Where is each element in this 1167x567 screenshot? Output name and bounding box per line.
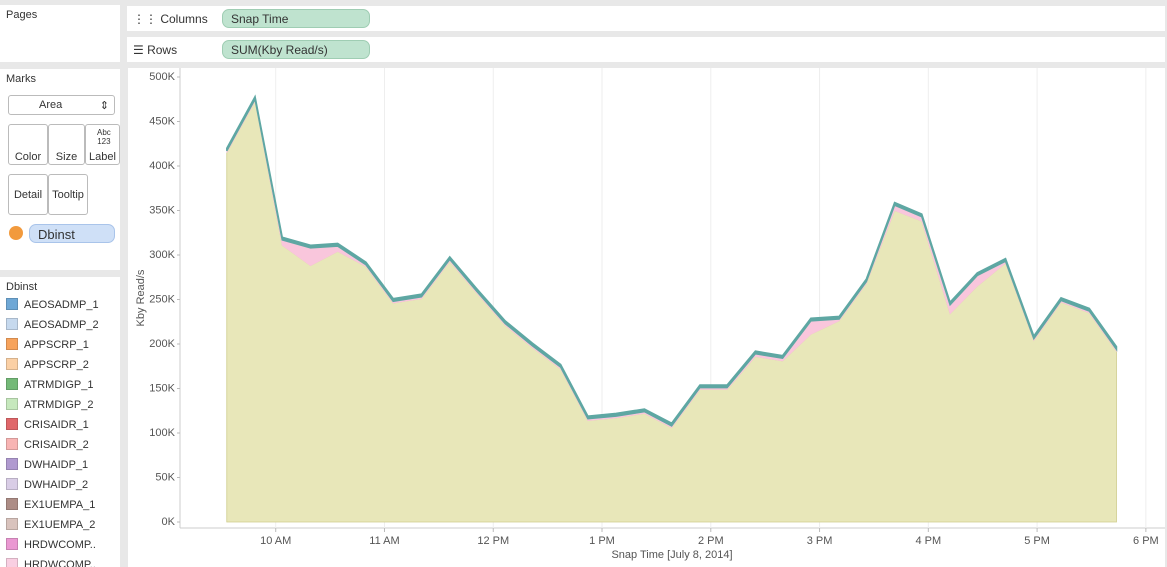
y-tick-label: 200K	[149, 338, 175, 350]
legend-label: APPSCRP_2	[24, 359, 89, 371]
x-tick-label: 3 PM	[807, 535, 833, 547]
label-icon-123: 123	[97, 137, 111, 146]
rows-pill[interactable]: SUM(Kby Read/s)	[222, 40, 370, 59]
mark-type: Area	[39, 99, 63, 111]
color-icon	[9, 226, 23, 240]
legend-swatch	[6, 358, 18, 370]
x-tick-label: 10 AM	[260, 535, 291, 547]
y-tick-label: 500K	[149, 71, 175, 83]
legend-label: CRISAIDR_2	[24, 439, 89, 451]
legend-swatch	[6, 298, 18, 310]
legend-swatch	[6, 418, 18, 430]
legend-swatch	[6, 438, 18, 450]
legend-label: DWHAIDP_1	[24, 459, 89, 471]
chart: Kby Read/s Snap Time [July 8, 2014] 0K 50…	[128, 68, 1165, 567]
legend-item[interactable]: DWHAIDP_2	[6, 477, 88, 493]
y-tick-label: 300K	[149, 249, 175, 261]
color-button[interactable]: Color	[8, 124, 48, 165]
y-tick-label: 450K	[149, 115, 175, 127]
label-button[interactable]: Label	[85, 124, 120, 165]
legend-label: EX1UEMPA_2	[24, 519, 96, 531]
legend-label: ATRMDIGP_1	[24, 379, 94, 391]
columns-text: Columns	[160, 12, 208, 26]
x-axis-title: Snap Time [July 8, 2014]	[611, 549, 732, 561]
legend-item[interactable]: HRDWCOMP..	[6, 557, 96, 567]
y-axis-title: Kby Read/s	[135, 269, 147, 326]
y-tick-label: 100K	[149, 427, 175, 439]
legend-swatch	[6, 318, 18, 330]
x-tick-label: 2 PM	[698, 535, 724, 547]
label-icon: Abc 123	[97, 128, 111, 146]
columns-pill[interactable]: Snap Time	[222, 9, 370, 28]
y-tick-label: 250K	[149, 293, 175, 305]
rows-shelf: ☰ Rows SUM(Kby Read/s)	[127, 37, 1165, 62]
legend-item[interactable]: AEOSADMP_2	[6, 317, 99, 333]
pages-panel: Pages	[0, 5, 120, 62]
legend-label: AEOSADMP_1	[24, 299, 99, 311]
x-tick-label: 4 PM	[915, 535, 941, 547]
legend-swatch	[6, 538, 18, 550]
x-tick-label: 12 PM	[477, 535, 509, 547]
label-icon-abc: Abc	[97, 128, 111, 137]
legend-swatch	[6, 338, 18, 350]
legend-swatch	[6, 398, 18, 410]
y-tick-label: 50K	[155, 471, 175, 483]
legend-item[interactable]: AEOSADMP_1	[6, 297, 99, 313]
legend-item[interactable]: ATRMDIGP_1	[6, 377, 93, 393]
legend-label: HRDWCOMP..	[24, 559, 96, 567]
detail-button[interactable]: Detail	[8, 174, 48, 215]
legend-label: ATRMDIGP_2	[24, 399, 94, 411]
legend-item[interactable]: ATRMDIGP_2	[6, 397, 93, 413]
rows-label: ☰ Rows	[133, 43, 178, 57]
pages-title: Pages	[6, 9, 38, 21]
size-button[interactable]: Size	[48, 124, 85, 165]
legend-item[interactable]: EX1UEMPA_1	[6, 497, 95, 513]
columns-shelf: ⋮⋮ Columns Snap Time	[127, 6, 1165, 31]
dbinst-pill[interactable]: Dbinst	[29, 224, 115, 243]
legend-swatch	[6, 558, 18, 567]
area	[226, 94, 1118, 427]
legend-label: APPSCRP_1	[24, 339, 89, 351]
tooltip-button[interactable]: Tooltip	[48, 174, 88, 215]
y-tick-label: 400K	[149, 160, 175, 172]
legend-title: Dbinst	[6, 281, 38, 293]
legend-item[interactable]: HRDWCOMP..	[6, 537, 96, 553]
columns-label: ⋮⋮ Columns	[133, 12, 208, 26]
legend-item[interactable]: CRISAIDR_1	[6, 417, 89, 433]
marks-panel: Marks Area ⇕ Color Size Label Abc 123 Deta…	[0, 69, 120, 270]
legend-label: CRISAIDR_1	[24, 419, 89, 431]
x-tick-label: 5 PM	[1024, 535, 1050, 547]
legend-item[interactable]: APPSCRP_1	[6, 337, 89, 353]
legend-label: HRDWCOMP..	[24, 539, 96, 551]
legend-swatch	[6, 498, 18, 510]
legend-swatch	[6, 458, 18, 470]
legend-item[interactable]: EX1UEMPA_2	[6, 517, 95, 533]
x-tick-label: 11 AM	[369, 535, 399, 547]
legend-item[interactable]: DWHAIDP_1	[6, 457, 88, 473]
legend-swatch	[6, 378, 18, 390]
y-tick-label: 350K	[149, 204, 175, 216]
marks-title: Marks	[6, 73, 36, 85]
y-tick-label: 150K	[149, 382, 175, 394]
x-tick-label: 6 PM	[1133, 535, 1159, 547]
legend-label: EX1UEMPA_1	[24, 499, 96, 511]
legend-swatch	[6, 478, 18, 490]
legend-swatch	[6, 518, 18, 530]
rows-text: Rows	[147, 43, 178, 57]
legend-label: AEOSADMP_2	[24, 319, 99, 331]
mark-type-select[interactable]: Area ⇕	[8, 95, 115, 115]
legend-panel: Dbinst AEOSADMP_1 AEOSADMP_2 APPSCRP_1 APPS…	[0, 277, 120, 567]
legend-item[interactable]: APPSCRP_2	[6, 357, 89, 373]
legend-label: DWHAIDP_2	[24, 479, 89, 491]
x-tick-label: 1 PM	[589, 535, 615, 547]
y-tick-label: 0K	[162, 516, 176, 528]
legend-item[interactable]: CRISAIDR_2	[6, 437, 89, 453]
